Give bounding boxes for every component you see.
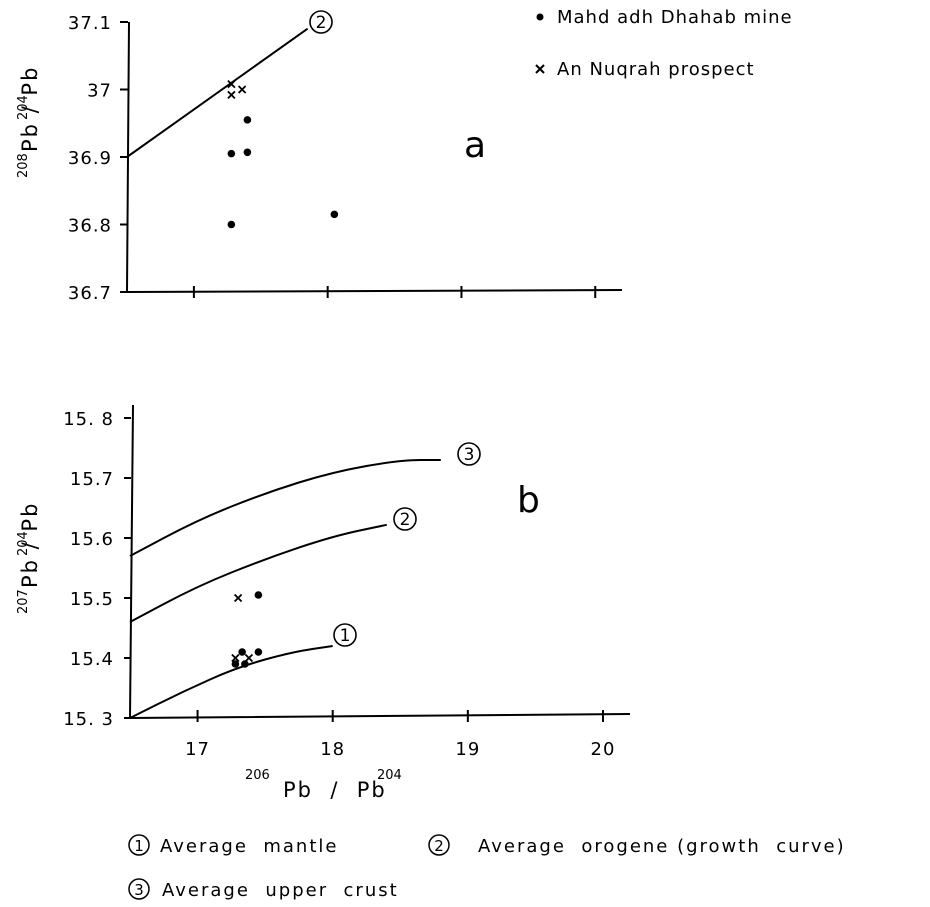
series-legend: Mahd adh Dhahab mine An Nuqrah prospect — [535, 7, 793, 80]
panel-a-curves — [126, 27, 309, 158]
panel-b-x-label-text: Pb / Pb — [283, 778, 387, 802]
panel-b-curve-label-2-number: 2 — [400, 510, 411, 530]
y-tick-label: 15.5 — [70, 589, 114, 610]
x-tick-label: 20 — [591, 739, 616, 760]
curve-legend-mantle: 1 Average mantle — [128, 834, 338, 857]
x-marker-stroke — [244, 653, 254, 663]
curve-legend-crust-label: Average upper crust — [162, 880, 399, 901]
x-marker-stroke — [233, 593, 243, 603]
panel-b-y-mass-bottom: 204 — [16, 531, 31, 556]
data-point-mahd — [243, 148, 252, 157]
growth-curve-2 — [129, 523, 388, 623]
data-point-nuqrah — [227, 79, 236, 89]
data-point-mahd — [227, 220, 236, 229]
legend-label-nuqrah: An Nuqrah prospect — [557, 59, 755, 80]
y-tick-label: 37 — [87, 81, 112, 102]
data-point-mahd — [254, 591, 263, 599]
panel-b-axes — [128, 404, 631, 720]
curve-legend-crust: 3 Average upper crust — [128, 878, 399, 901]
legend-x-marker — [535, 64, 545, 74]
y-tick-label: 37.1 — [68, 13, 112, 34]
x-marker-stroke — [227, 79, 236, 89]
data-point-mahd — [238, 648, 246, 656]
panel-b-y-mass-top: 207 — [16, 589, 31, 614]
curve-legend-orogene-label: Average orogene (growth curve) — [478, 836, 846, 857]
y-tick-label: 15. 3 — [63, 709, 114, 730]
panel-a-y-axis-label: 208 Pb / Pb 204 — [16, 66, 42, 178]
data-point-mahd — [241, 660, 249, 668]
x-tick-label: 18 — [320, 739, 345, 760]
x-marker-stroke — [227, 90, 236, 100]
panel-b-x-axis-label: 206 Pb / Pb 204 — [245, 768, 402, 802]
panel-a: 36.7 36.8 36.9 37 37.1 2 a 208 Pb / Pb 204 — [16, 10, 623, 304]
panel-b-y-label-text: Pb / Pb — [18, 502, 42, 588]
panel-a-points — [227, 79, 339, 229]
panel-b-curve-label-3-number: 3 — [464, 445, 475, 465]
data-point-mahd — [227, 149, 236, 158]
y-tick-label: 36.8 — [68, 216, 112, 237]
growth-curve-3 — [129, 459, 441, 557]
panel-a-axes — [125, 21, 623, 294]
panel-b-x-mass-right: 204 — [377, 768, 402, 783]
panel-b-label: b — [517, 480, 540, 521]
x-marker-stroke — [231, 653, 240, 663]
panel-b-curve-label-1-number: 1 — [340, 626, 351, 646]
panel-a-curve-label: 2 — [309, 10, 333, 34]
curve-legend-orogene-number: 2 — [434, 837, 444, 855]
panel-b-x-ticks: 17 18 19 20 — [185, 710, 616, 760]
data-point-nuqrah — [233, 593, 243, 603]
curve-legend: 1 Average mantle 2 Average orogene (grow… — [128, 834, 846, 901]
panel-b-curve-label-3: 3 — [457, 442, 481, 466]
y-tick-label: 15.6 — [70, 529, 114, 550]
panel-a-curve-label-number: 2 — [316, 13, 327, 33]
x-tick-label: 19 — [455, 739, 480, 760]
panel-b-y-ticks: 15. 3 15.4 15.5 15.6 15.7 15. 8 — [63, 409, 131, 730]
panel-b-curve-label-1: 1 — [333, 623, 357, 647]
y-tick-label: 15.7 — [70, 469, 114, 490]
data-point-mahd — [243, 116, 252, 124]
data-point-nuqrah — [227, 90, 236, 100]
growth-curve-2 — [126, 27, 309, 158]
panel-b: 15. 315.415.515.615.715. 8 17 18 19 20 3 2 … — [16, 404, 631, 802]
legend-dot-marker — [536, 13, 544, 21]
data-point-mahd — [330, 210, 339, 219]
panel-a-y-ticks: 36.7 36.8 36.9 37 37.1 — [68, 13, 128, 304]
x-marker-stroke — [237, 85, 247, 94]
panel-a-label: a — [464, 125, 486, 166]
data-point-nuqrah — [231, 653, 240, 663]
panel-a-y-label-text: Pb / Pb — [18, 66, 42, 152]
panel-b-curve-label-2: 2 — [393, 507, 417, 531]
x-tick-label: 17 — [185, 739, 210, 760]
y-tick-label: 36.7 — [68, 283, 112, 304]
panel-b-curves — [129, 459, 441, 719]
data-point-mahd — [254, 648, 263, 656]
data-point-nuqrah — [237, 85, 247, 94]
curve-legend-mantle-label: Average mantle — [160, 836, 338, 857]
y-tick-label: 15.4 — [70, 649, 114, 670]
y-tick-label: 15. 8 — [63, 409, 114, 430]
panel-b-y-axis-label: 207 Pb / Pb 204 — [16, 502, 42, 614]
curve-legend-orogene: 2 Average orogene (growth curve) — [428, 834, 846, 857]
curve-legend-crust-number: 3 — [134, 881, 144, 899]
data-point-nuqrah — [244, 653, 254, 663]
data-point-mahd — [231, 660, 240, 668]
curve-legend-mantle-number: 1 — [134, 837, 144, 855]
panel-b-x-mass-left: 206 — [245, 768, 270, 783]
panel-a-y-mass-top: 208 — [16, 153, 31, 178]
panel-a-y-mass-bottom: 204 — [16, 95, 31, 120]
panel-a-x-ticks — [192, 286, 597, 298]
growth-curve-1 — [129, 645, 333, 719]
legend-label-mahd: Mahd adh Dhahab mine — [557, 7, 793, 28]
y-tick-label: 36.9 — [68, 148, 112, 169]
panel-b-points — [231, 591, 263, 668]
